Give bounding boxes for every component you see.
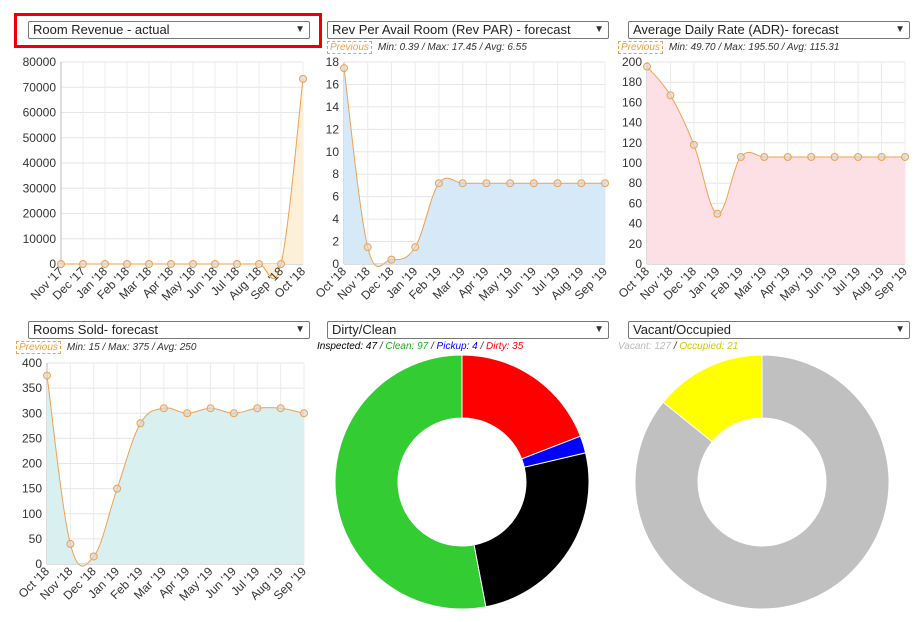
metric-select[interactable]: Rev Per Avail Room (Rev PAR) - forecast ▼: [327, 21, 609, 39]
legend-vacant: Vacant: 127: [618, 341, 672, 352]
legend-occupied: Occupied: 21: [679, 341, 739, 352]
stats-line: Previous Min: 15 / Max: 375 / Avg: 250: [16, 341, 196, 354]
chevron-down-icon: ▼: [895, 24, 905, 35]
metric-select[interactable]: Dirty/Clean ▼: [327, 321, 609, 339]
dirty-legend: Inspected: 47 / Clean: 97 / Pickup: 4 / …: [317, 341, 524, 352]
vacant-legend: Vacant: 127 / Occupied: 21: [618, 341, 739, 352]
stats-line: Previous Min: 49.70 / Max: 195.50 / Avg: …: [618, 41, 839, 54]
metric-select[interactable]: Room Revenue - actual ▼: [28, 21, 310, 39]
select-value: Dirty/Clean: [332, 322, 397, 337]
chevron-down-icon: ▼: [895, 324, 905, 335]
select-value: Room Revenue - actual: [33, 22, 170, 37]
select-value: Vacant/Occupied: [633, 322, 732, 337]
previous-toggle[interactable]: Previous: [16, 341, 61, 354]
chevron-down-icon: ▼: [295, 324, 305, 335]
chevron-down-icon: ▼: [594, 24, 604, 35]
panel-room-revenue: Room Revenue - actual ▼: [28, 21, 324, 321]
select-value: Rooms Sold- forecast: [33, 322, 158, 337]
legend-pickup: Pickup: 4: [436, 341, 478, 352]
metric-select[interactable]: Vacant/Occupied ▼: [628, 321, 910, 339]
select-value: Rev Per Avail Room (Rev PAR) - forecast: [332, 22, 571, 37]
stats-text: Min: 0.39 / Max: 17.45 / Avg: 6.55: [377, 42, 527, 53]
select-value: Average Daily Rate (ADR)- forecast: [633, 22, 839, 37]
stats-line: Previous Min: 0.39 / Max: 17.45 / Avg: 6.…: [327, 41, 527, 54]
panel-vacant-occupied: Vacant/Occupied ▼ Vacant: 127 / Occupied:…: [618, 321, 917, 621]
selection-highlight: [14, 13, 322, 48]
metric-select[interactable]: Average Daily Rate (ADR)- forecast ▼: [628, 21, 910, 39]
stats-text: Min: 49.70 / Max: 195.50 / Avg: 115.31: [668, 42, 840, 53]
panel-adr: Average Daily Rate (ADR)- forecast ▼ Prev…: [618, 21, 917, 321]
legend-clean: Clean: 97: [385, 341, 429, 352]
chevron-down-icon: ▼: [594, 324, 604, 335]
stats-text: Min: 15 / Max: 375 / Avg: 250: [66, 342, 197, 353]
previous-toggle[interactable]: Previous: [618, 41, 663, 54]
chevron-down-icon: ▼: [295, 24, 305, 35]
panel-revpar: Rev Per Avail Room (Rev PAR) - forecast ▼…: [327, 21, 623, 321]
panel-rooms-sold: Rooms Sold- forecast ▼ Previous Min: 15 / …: [16, 321, 324, 621]
legend-inspected: Inspected: 47: [317, 341, 378, 352]
panel-dirty-clean: Dirty/Clean ▼ Inspected: 47 / Clean: 97 /…: [317, 321, 623, 621]
legend-dirty: Dirty: 35: [486, 341, 524, 352]
previous-toggle[interactable]: Previous: [327, 41, 372, 54]
metric-select[interactable]: Rooms Sold- forecast ▼: [28, 321, 310, 339]
